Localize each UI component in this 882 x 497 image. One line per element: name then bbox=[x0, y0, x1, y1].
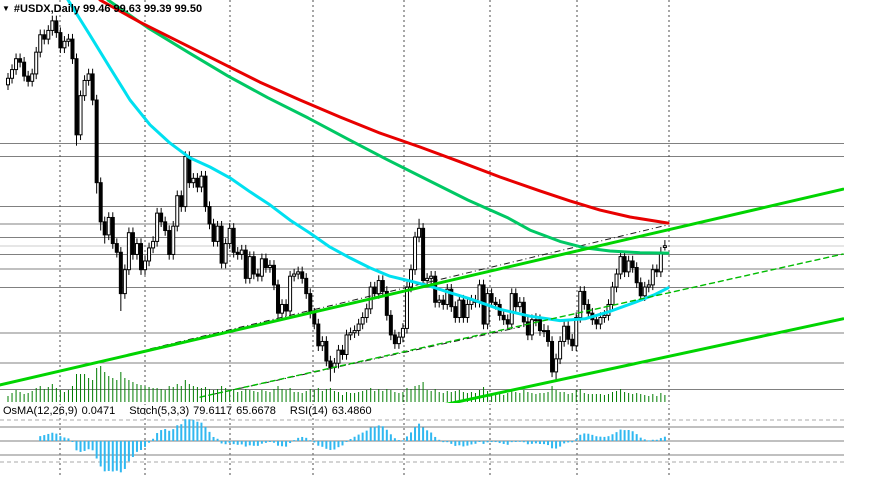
rsi-label: RSI(14) bbox=[289, 405, 328, 417]
chart-title: ▼ #USDX,Daily 99.46 99.63 99.39 99.50 bbox=[2, 3, 205, 15]
osma-value: 0.0471 bbox=[81, 405, 116, 417]
triangle-down-icon: ▼ bbox=[2, 4, 10, 13]
stoch-k-value: 79.6117 bbox=[193, 405, 233, 417]
indicator-labels: OsMA(12,26,9) 0.0471 Stoch(5,3,3) 79.6117 65… bbox=[3, 405, 376, 417]
stoch-d-value: 65.6678 bbox=[236, 405, 276, 417]
symbol-label: #USDX,Daily bbox=[13, 3, 80, 15]
ohlc-high: 99.63 bbox=[113, 3, 142, 15]
osma-label: OsMA(12,26,9) bbox=[3, 405, 78, 417]
ohlc-close: 99.50 bbox=[174, 3, 203, 15]
rsi-value: 63.4860 bbox=[331, 405, 372, 417]
ohlc-open: 99.46 bbox=[82, 3, 111, 15]
ohlc-low: 99.39 bbox=[144, 3, 172, 15]
stoch-label: Stoch(5,3,3) bbox=[129, 405, 190, 417]
